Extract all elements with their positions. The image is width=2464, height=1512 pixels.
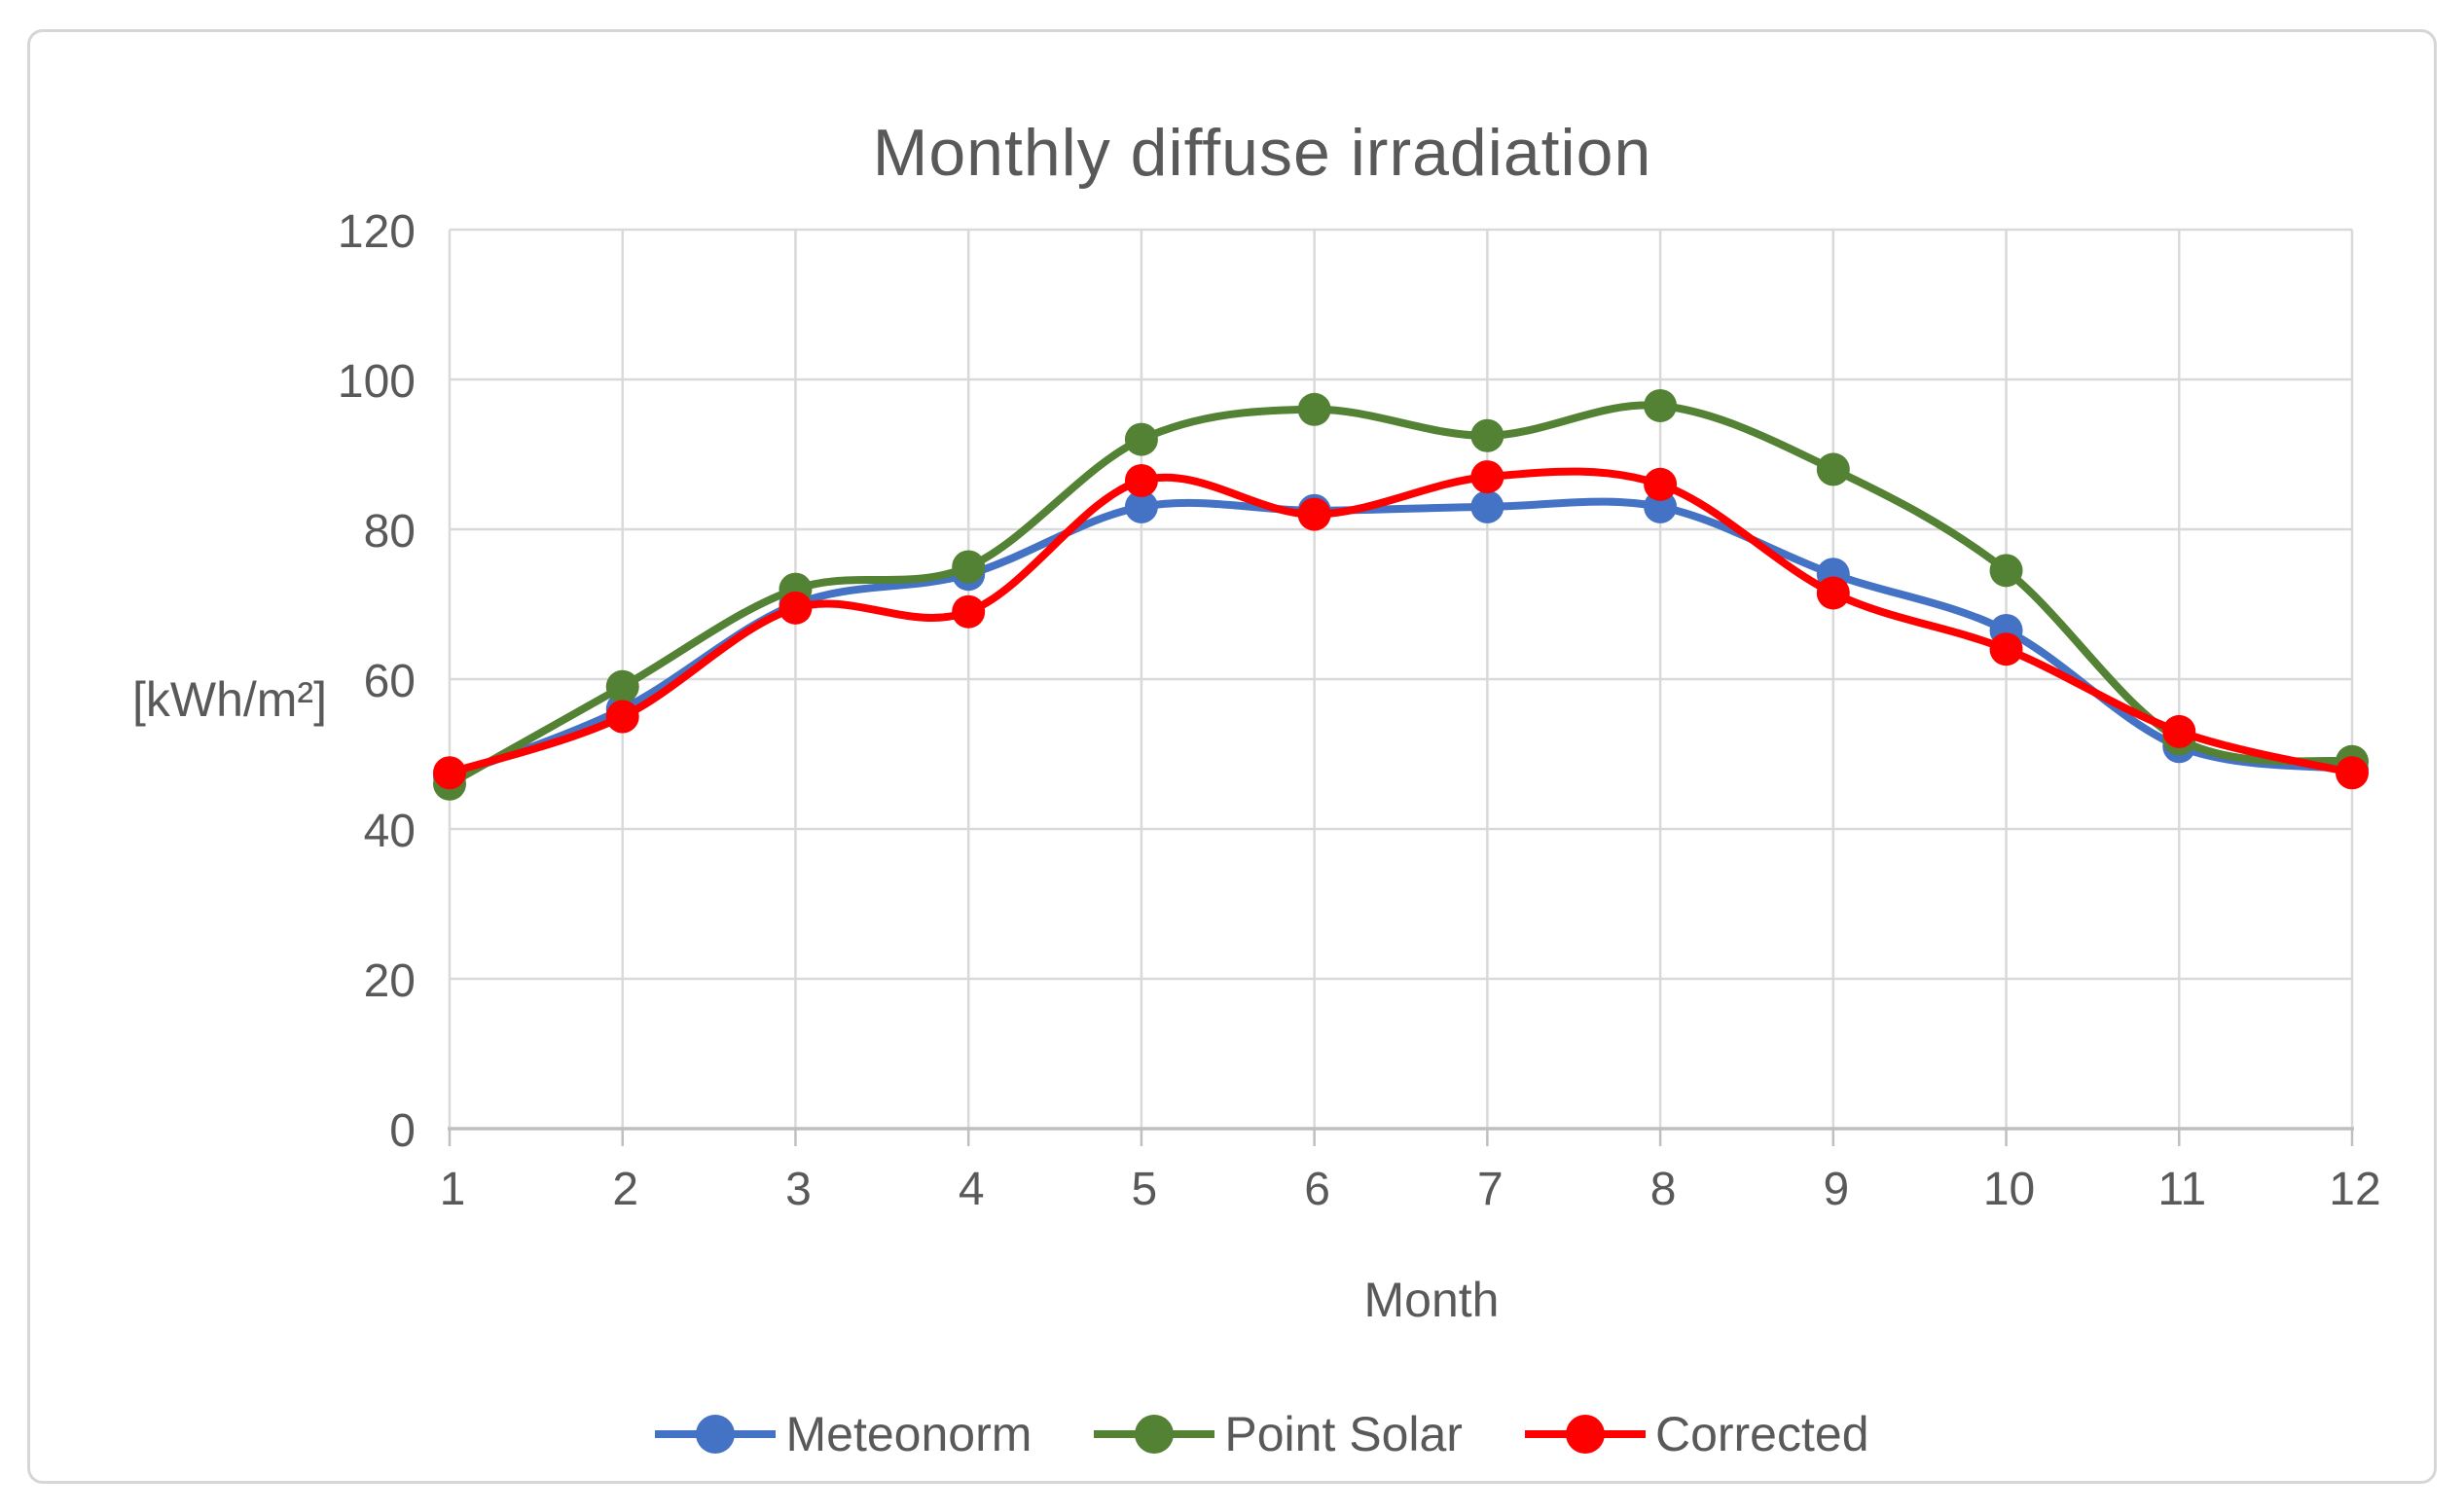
data-point-corrected [2336,756,2369,790]
x-tick-label: 8 [1649,1164,1677,1215]
y-tick-label: 100 [337,356,416,408]
chart-container: Monthly diffuse irradiation [kWh/m²] Mon… [27,29,2437,1484]
y-tick-label: 80 [363,506,416,558]
legend: Meteonorm Point Solar Corrected [57,1406,2464,1462]
series-line-point-solar [446,401,2356,788]
legend-label: Corrected [1654,1407,1869,1461]
y-tick-label: 40 [363,806,416,857]
legend-line-marker-icon [655,1411,777,1458]
x-tick-label: 10 [1982,1164,2036,1215]
data-point-point-solar [952,550,986,584]
legend-label: Point Solar [1224,1407,1463,1461]
data-point-corrected [779,591,813,625]
data-point-corrected [1644,467,1678,501]
y-tick-label: 20 [363,955,416,1007]
x-tick-label: 6 [1304,1164,1330,1215]
legend-item-meteonorm: Meteonorm [655,1406,1032,1462]
legend-line-marker-icon [1094,1411,1215,1458]
data-point-corrected [1989,632,2023,666]
x-tick-label: 5 [1131,1164,1158,1215]
data-point-point-solar [1989,554,2023,588]
y-tick-label: 60 [363,656,416,707]
data-point-corrected [952,594,986,629]
legend-item-point-solar: Point Solar [1094,1406,1463,1462]
data-point-corrected [433,756,466,790]
x-tick-label: 7 [1477,1164,1504,1215]
data-point-corrected [1297,497,1331,531]
data-point-corrected [2162,714,2196,748]
x-tick-label: 12 [2329,1164,2381,1215]
chart-title: Monthly diffuse irradiation [872,116,1652,190]
data-point-corrected [605,700,639,734]
data-point-point-solar [605,669,639,703]
x-tick-label: 11 [2157,1164,2207,1215]
data-point-point-solar [1297,392,1331,426]
y-axis-title: [kWh/m²] [132,672,327,727]
legend-label: Meteonorm [785,1407,1033,1461]
x-axis-title: Month [1363,1273,1500,1327]
x-tick-label: 1 [439,1164,466,1215]
data-point-corrected [1124,463,1158,497]
series-line-corrected [446,467,2356,777]
data-point-point-solar [1124,422,1158,456]
data-point-point-solar [1470,418,1504,452]
x-tick-label: 3 [785,1164,812,1215]
data-point-corrected [1470,460,1504,494]
y-tick-label: 0 [389,1105,416,1157]
data-point-meteonorm [1470,489,1504,523]
x-tick-label: 2 [612,1164,639,1215]
y-tick-label: 120 [337,206,416,258]
data-point-corrected [1816,576,1850,610]
legend-line-marker-icon [1524,1411,1646,1458]
legend-item-corrected: Corrected [1524,1406,1869,1462]
data-point-point-solar [1816,452,1850,486]
x-tick-label: 4 [958,1164,985,1215]
data-point-point-solar [1644,388,1678,422]
x-tick-label: 9 [1823,1164,1850,1215]
data-point-meteonorm [1124,489,1158,523]
